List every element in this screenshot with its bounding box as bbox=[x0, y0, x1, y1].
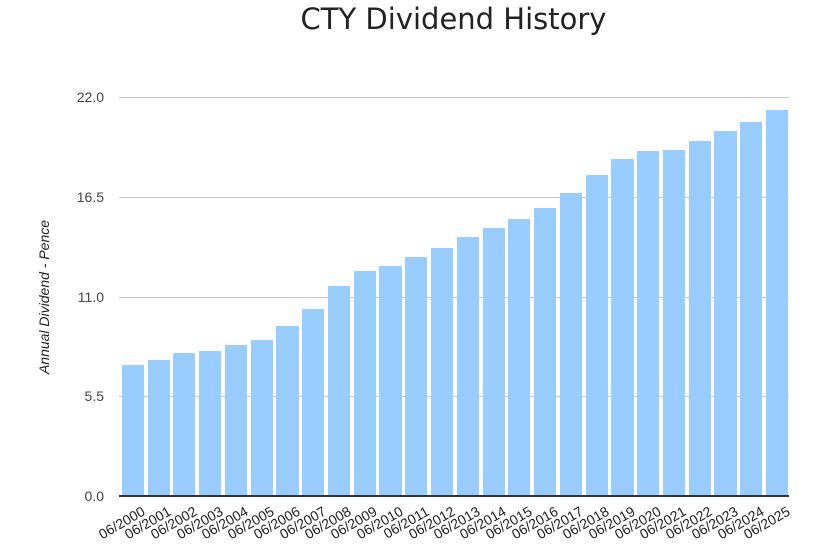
bar bbox=[147, 359, 170, 496]
bar bbox=[714, 131, 737, 496]
plot-area bbox=[119, 97, 789, 497]
bar bbox=[585, 175, 608, 496]
bar bbox=[766, 109, 789, 496]
gridline bbox=[119, 196, 789, 198]
bar bbox=[637, 151, 660, 496]
gridline bbox=[119, 97, 789, 98]
bar bbox=[379, 265, 402, 496]
bar bbox=[250, 340, 273, 496]
bar bbox=[740, 122, 763, 496]
bar bbox=[405, 256, 428, 496]
y-tick-label: 16.5 bbox=[76, 188, 104, 205]
bar bbox=[173, 352, 196, 496]
bar bbox=[302, 309, 325, 496]
bar bbox=[662, 149, 686, 496]
bar bbox=[199, 350, 222, 496]
chart-title: CTY Dividend History bbox=[300, 2, 607, 36]
y-tick-label: 11.0 bbox=[77, 288, 104, 305]
bar bbox=[688, 140, 711, 496]
bar bbox=[431, 247, 454, 496]
bar bbox=[121, 365, 144, 496]
bar bbox=[508, 218, 531, 496]
y-tick-label: 0.0 bbox=[84, 488, 104, 504]
x-axis-line bbox=[119, 495, 789, 497]
bar bbox=[353, 271, 376, 496]
bar bbox=[276, 325, 299, 496]
gridline bbox=[119, 296, 789, 298]
bar bbox=[611, 158, 634, 496]
bar bbox=[534, 207, 557, 496]
bar bbox=[224, 345, 248, 496]
bar bbox=[327, 285, 351, 496]
bar bbox=[482, 227, 505, 496]
bar bbox=[456, 236, 479, 496]
y-tick-label: 5.5 bbox=[84, 388, 104, 405]
bar bbox=[559, 193, 583, 496]
y-tick-label: 22.0 bbox=[76, 89, 104, 105]
gridline bbox=[119, 396, 789, 398]
